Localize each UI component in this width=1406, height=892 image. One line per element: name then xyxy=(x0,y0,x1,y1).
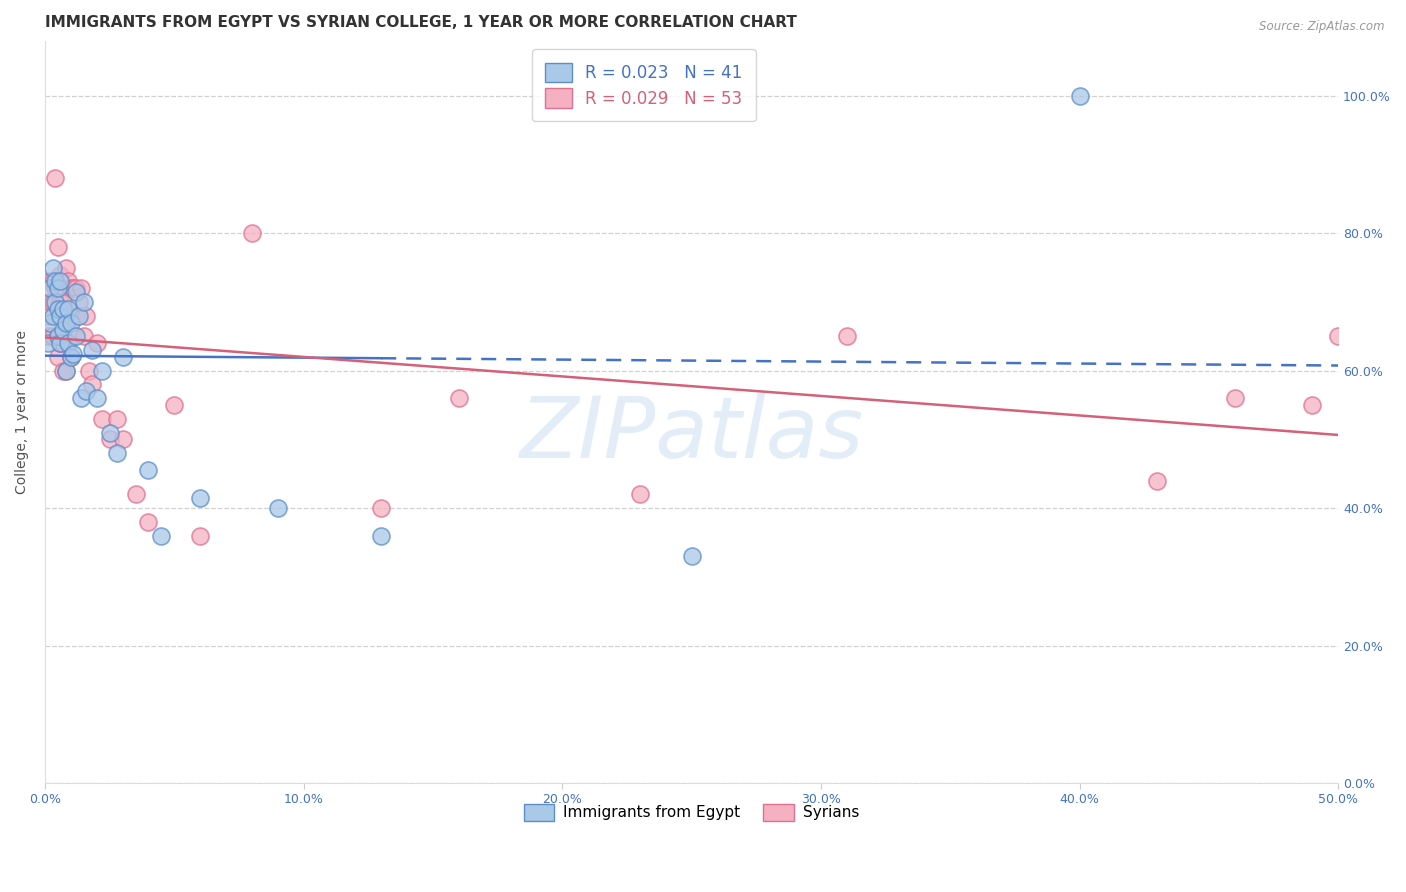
Point xyxy=(86,391,108,405)
Point xyxy=(267,501,290,516)
Point xyxy=(80,377,103,392)
Point xyxy=(58,301,80,316)
Legend: Immigrants from Egypt, Syrians: Immigrants from Egypt, Syrians xyxy=(517,797,866,828)
Point xyxy=(90,364,112,378)
Point xyxy=(49,309,72,323)
Point xyxy=(67,295,90,310)
Text: Source: ZipAtlas.com: Source: ZipAtlas.com xyxy=(1260,20,1385,33)
Point xyxy=(447,391,470,405)
Point xyxy=(65,281,87,295)
Point xyxy=(90,412,112,426)
Point xyxy=(49,336,72,351)
Point xyxy=(75,384,97,399)
Point xyxy=(37,329,59,343)
Point xyxy=(58,316,80,330)
Point xyxy=(240,227,263,241)
Point xyxy=(370,529,392,543)
Point xyxy=(58,274,80,288)
Point xyxy=(49,295,72,310)
Point xyxy=(37,309,59,323)
Point xyxy=(59,281,82,295)
Point xyxy=(111,350,134,364)
Point xyxy=(52,301,75,316)
Point xyxy=(73,295,96,310)
Point xyxy=(681,549,703,564)
Point xyxy=(42,329,65,343)
Point xyxy=(46,329,69,343)
Point xyxy=(52,295,75,310)
Text: ZIPatlas: ZIPatlas xyxy=(519,392,863,475)
Point xyxy=(42,274,65,288)
Point xyxy=(628,487,651,501)
Point xyxy=(42,295,65,310)
Point xyxy=(44,171,66,186)
Point xyxy=(42,260,65,275)
Point xyxy=(52,322,75,336)
Point xyxy=(65,329,87,343)
Point xyxy=(39,316,62,330)
Point xyxy=(86,336,108,351)
Point xyxy=(59,350,82,364)
Point xyxy=(163,398,186,412)
Point xyxy=(49,336,72,351)
Point xyxy=(370,501,392,516)
Point xyxy=(59,316,82,330)
Point xyxy=(46,350,69,364)
Point xyxy=(44,281,66,295)
Point xyxy=(55,364,77,378)
Point xyxy=(55,316,77,330)
Text: IMMIGRANTS FROM EGYPT VS SYRIAN COLLEGE, 1 YEAR OR MORE CORRELATION CHART: IMMIGRANTS FROM EGYPT VS SYRIAN COLLEGE,… xyxy=(45,15,797,30)
Point xyxy=(55,260,77,275)
Point xyxy=(46,281,69,295)
Point xyxy=(124,487,146,501)
Point xyxy=(138,463,160,477)
Y-axis label: College, 1 year or more: College, 1 year or more xyxy=(15,330,30,494)
Point xyxy=(39,281,62,295)
Point xyxy=(49,274,72,288)
Point xyxy=(62,346,84,360)
Point xyxy=(46,329,69,343)
Point xyxy=(62,281,84,295)
Point xyxy=(1069,88,1091,103)
Point xyxy=(75,309,97,323)
Point xyxy=(65,285,87,299)
Point xyxy=(105,446,128,460)
Point xyxy=(138,515,160,529)
Point xyxy=(62,329,84,343)
Point xyxy=(44,295,66,310)
Point xyxy=(55,364,77,378)
Point xyxy=(188,529,211,543)
Point xyxy=(70,391,93,405)
Point xyxy=(44,274,66,288)
Point xyxy=(49,268,72,282)
Point xyxy=(73,329,96,343)
Point xyxy=(39,295,62,310)
Point xyxy=(188,491,211,505)
Point xyxy=(59,350,82,364)
Point xyxy=(1301,398,1323,412)
Point xyxy=(39,274,62,288)
Point xyxy=(98,425,121,440)
Point xyxy=(70,281,93,295)
Point xyxy=(58,336,80,351)
Point xyxy=(65,309,87,323)
Point xyxy=(1146,474,1168,488)
Point xyxy=(52,364,75,378)
Point xyxy=(1327,329,1350,343)
Point xyxy=(80,343,103,358)
Point xyxy=(835,329,858,343)
Point xyxy=(37,336,59,351)
Point xyxy=(46,301,69,316)
Point xyxy=(111,433,134,447)
Point xyxy=(52,336,75,351)
Point xyxy=(1223,391,1246,405)
Point xyxy=(98,433,121,447)
Point xyxy=(105,412,128,426)
Point xyxy=(42,309,65,323)
Point xyxy=(67,309,90,323)
Point xyxy=(77,364,100,378)
Point xyxy=(55,316,77,330)
Point xyxy=(46,240,69,254)
Point xyxy=(150,529,173,543)
